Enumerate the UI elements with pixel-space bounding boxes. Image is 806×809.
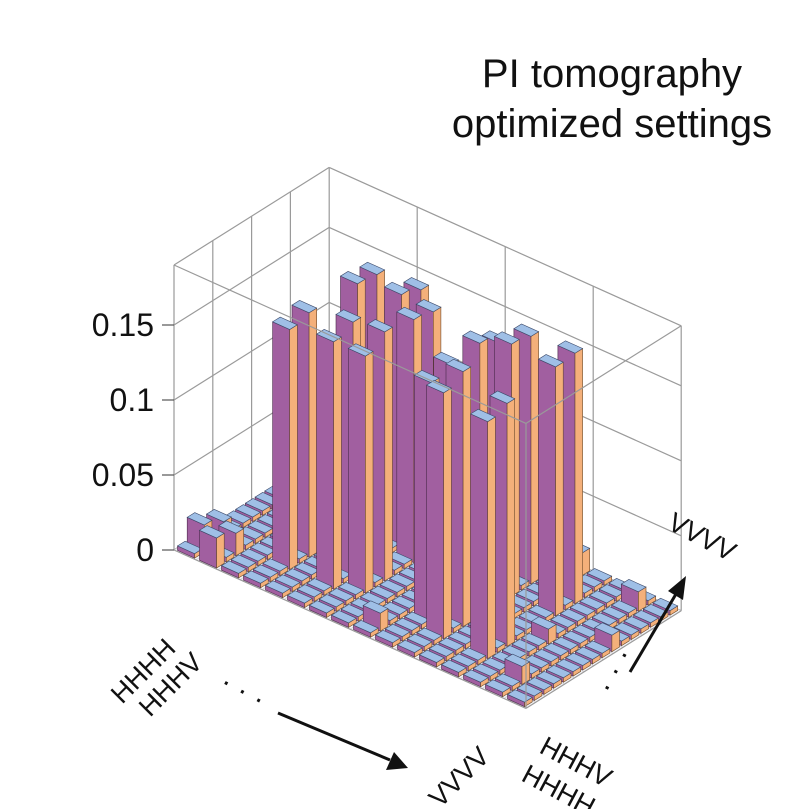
bar-face-front bbox=[539, 359, 556, 616]
bar-face-side bbox=[575, 349, 583, 604]
bar bbox=[427, 380, 452, 638]
bar bbox=[539, 355, 564, 616]
bar-face-front bbox=[348, 348, 365, 593]
bar-face-front bbox=[471, 414, 488, 659]
bars bbox=[178, 262, 678, 706]
bar-face-front bbox=[273, 322, 290, 570]
z-tick-label: 0 bbox=[136, 532, 154, 568]
bar-face-side bbox=[290, 325, 298, 570]
bar bbox=[348, 344, 373, 593]
x-axis-ellipsis: · · · bbox=[215, 665, 272, 716]
z-tick-label: 0.05 bbox=[92, 457, 154, 493]
bar-face-side bbox=[309, 308, 317, 557]
bar bbox=[200, 526, 225, 568]
bar-face-front bbox=[317, 334, 334, 589]
chart-title-line-2: optimized settings bbox=[452, 102, 772, 146]
x-axis-arrow bbox=[278, 713, 408, 770]
bar bbox=[317, 329, 342, 589]
y-axis-label-last: VVVV bbox=[663, 507, 741, 567]
z-tick-label: 0.15 bbox=[92, 307, 154, 343]
chart-title-line-1: PI tomography bbox=[482, 52, 742, 96]
bar-face-front bbox=[397, 312, 414, 563]
bar-face-side bbox=[507, 399, 515, 647]
bar-face-side bbox=[444, 388, 452, 639]
bar-face-side bbox=[385, 327, 393, 581]
bar bbox=[471, 409, 496, 658]
bar-face-side bbox=[531, 332, 539, 584]
bar-face-side bbox=[365, 351, 373, 593]
z-tick-label: 0.1 bbox=[110, 382, 154, 418]
x-axis-label-last: VVVV bbox=[423, 741, 495, 809]
bar bbox=[273, 317, 298, 569]
z-axis-ticks: 0 0.05 0.1 0.15 bbox=[92, 307, 174, 568]
bar-face-side bbox=[217, 533, 225, 568]
bar-face-side bbox=[488, 417, 496, 659]
bar-face-side bbox=[463, 367, 471, 627]
bar-face-front bbox=[427, 385, 444, 639]
bar-face-side bbox=[334, 337, 342, 589]
